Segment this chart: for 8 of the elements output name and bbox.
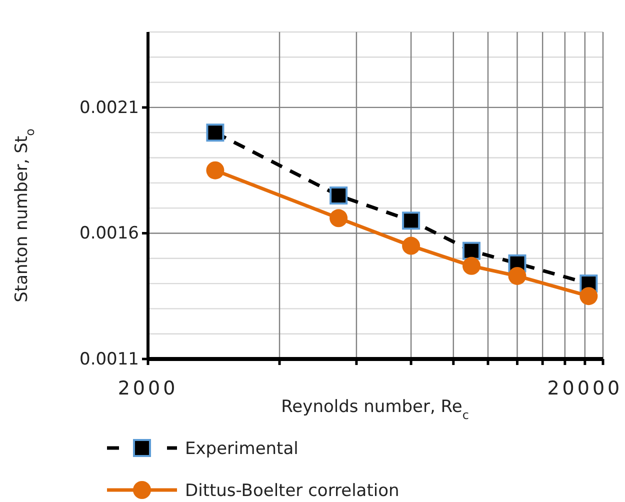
y-tick-label: 0.0021	[80, 98, 139, 118]
x-tick-label: 20000	[547, 378, 623, 400]
x-axis-title: Reynolds number, Re$_{c}$	[281, 397, 469, 422]
y-tick-label: 0.0011	[80, 349, 139, 370]
y-tick-label: 0.0016	[80, 224, 139, 244]
legend-label: Dittus-Boelter correlation	[185, 481, 400, 501]
x-tick-label: 2000	[118, 378, 178, 400]
legend-label: Experimental	[185, 439, 298, 459]
